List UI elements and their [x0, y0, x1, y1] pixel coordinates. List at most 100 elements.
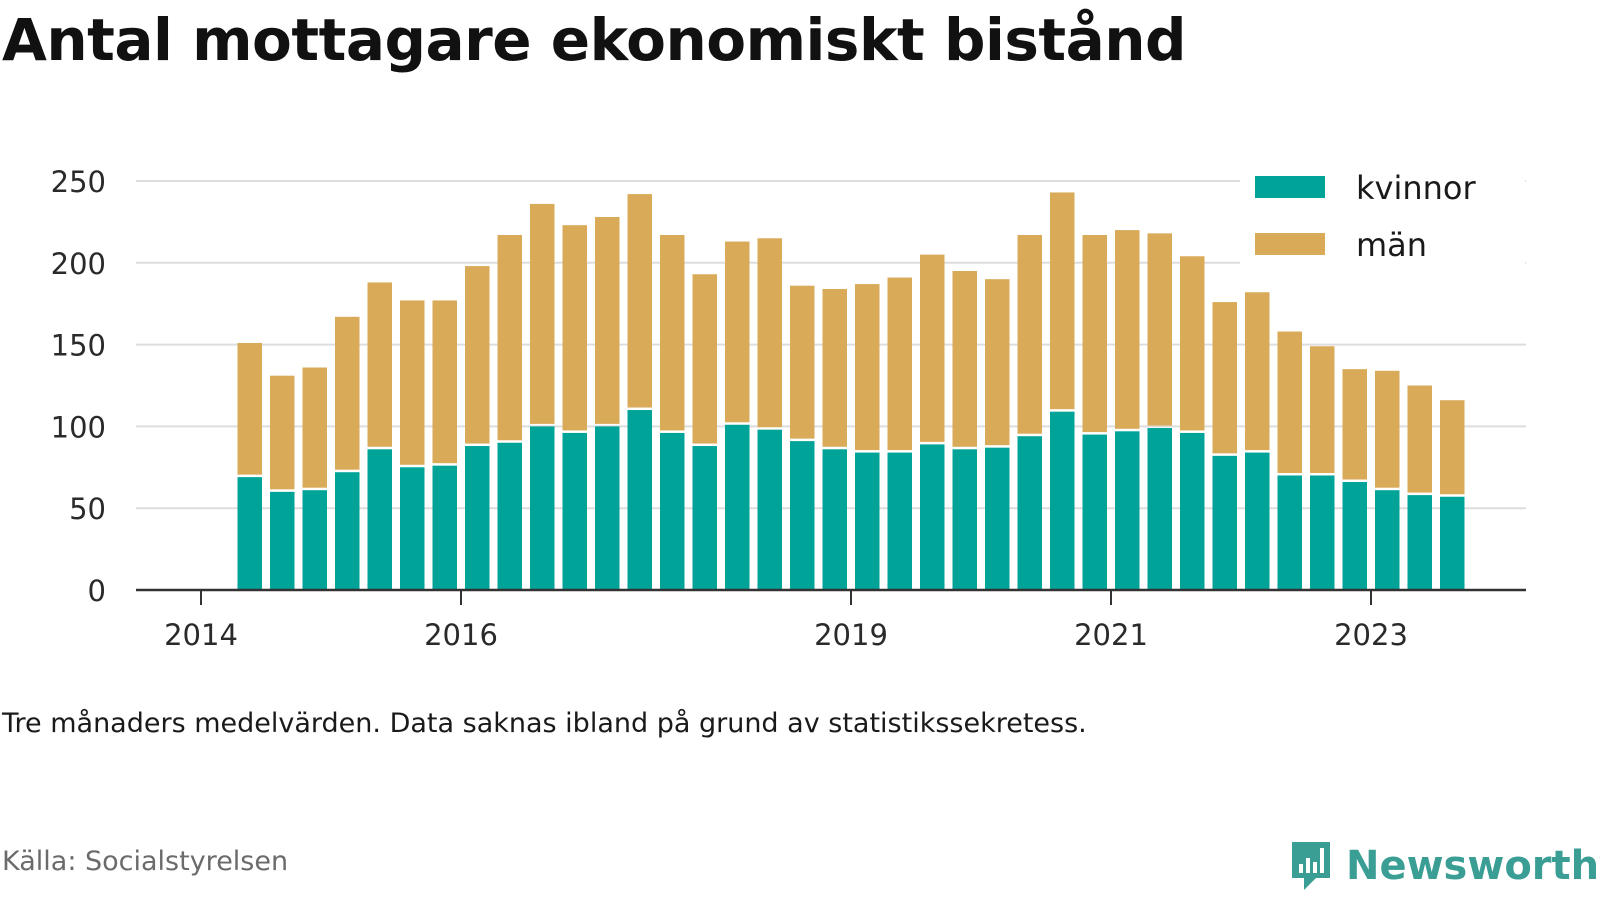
legend-swatch-kvinnor [1255, 176, 1325, 198]
bar-kvinnor [497, 442, 522, 590]
bar-man [270, 375, 295, 490]
bar-man [1440, 400, 1465, 495]
bar-man [497, 234, 522, 441]
bar-man [1050, 192, 1075, 410]
bar-kvinnor [757, 429, 782, 590]
bar-man [400, 300, 425, 465]
bar-kvinnor [920, 444, 945, 590]
bar-kvinnor [887, 452, 912, 590]
y-tick-label: 0 [88, 574, 106, 608]
brand-logo[interactable]: Newsworthy [1288, 836, 1600, 896]
x-tick-label: 2021 [1074, 618, 1148, 652]
bar-kvinnor [1440, 496, 1465, 590]
bar-man [1212, 302, 1237, 454]
bar-kvinnor [627, 410, 652, 590]
chart-title: Antal mottagare ekonomiskt bistånd [2, 6, 1187, 74]
legend-swatch-man [1255, 233, 1325, 255]
bar-kvinnor [562, 432, 587, 590]
bar-kvinnor [400, 467, 425, 590]
bar-kvinnor [530, 426, 555, 590]
bar-kvinnor [855, 452, 880, 590]
bar-man [1277, 331, 1302, 473]
bar-kvinnor [985, 447, 1010, 590]
y-tick-label: 50 [69, 492, 106, 526]
bar-man [1310, 346, 1335, 473]
bar-kvinnor [367, 449, 392, 590]
bar-man [790, 285, 815, 439]
legend-label-kvinnor: kvinnor [1356, 169, 1477, 207]
bar-kvinnor [1017, 436, 1042, 590]
bar-kvinnor [465, 446, 490, 590]
bar-kvinnor [660, 432, 685, 590]
bar-man [627, 194, 652, 408]
x-tick-label: 2016 [424, 618, 498, 652]
bar-man [302, 367, 327, 488]
bar-kvinnor [1115, 431, 1140, 590]
x-tick-label: 2023 [1334, 618, 1408, 652]
bar-man [660, 234, 685, 431]
legend-label-man: män [1356, 226, 1427, 264]
bar-man [530, 203, 555, 424]
x-tick-label: 2019 [814, 618, 888, 652]
source-label: Källa: Socialstyrelsen [2, 846, 289, 877]
bar-man [595, 216, 620, 424]
bar-man [335, 316, 360, 470]
bar-kvinnor [270, 491, 295, 590]
chart: 0 50 100 150 200 250 2014 2016 2019 2021 2023 kvi… [51, 165, 1526, 652]
bar-man [1082, 234, 1107, 433]
bar-kvinnor [1180, 432, 1205, 590]
bar-man [920, 254, 945, 442]
y-tick-label: 150 [51, 329, 106, 363]
bar-kvinnor [1277, 475, 1302, 590]
newsworthy-logo-icon [1292, 842, 1330, 890]
bar-man [562, 225, 587, 431]
bar-kvinnor [1407, 495, 1432, 590]
bar-man [1407, 385, 1432, 493]
bar-man [465, 266, 490, 444]
bar-kvinnor [692, 446, 717, 590]
x-axis-ticks: 2014 2016 2019 2021 2023 [164, 590, 1408, 652]
bar-kvinnor [1342, 482, 1367, 590]
bar-man [952, 270, 977, 447]
bar-kvinnor [952, 449, 977, 590]
bar-man [1147, 233, 1172, 426]
bar-man [1342, 369, 1367, 480]
bar-kvinnor [1310, 475, 1335, 590]
y-tick-label: 250 [51, 165, 106, 199]
brand-name: Newsworthy [1346, 843, 1600, 889]
bar-man [725, 241, 750, 423]
bar-kvinnor [1147, 428, 1172, 590]
bar-kvinnor [1375, 490, 1400, 590]
bar-man [887, 277, 912, 451]
bar-kvinnor [302, 490, 327, 590]
bar-kvinnor [790, 441, 815, 590]
y-tick-label: 200 [51, 247, 106, 281]
bar-kvinnor [432, 465, 457, 590]
bar-man [237, 342, 262, 475]
bar-man [432, 300, 457, 464]
bar-man [692, 274, 717, 444]
bar-kvinnor [335, 472, 360, 590]
bar-man [985, 279, 1010, 446]
bar-man [757, 238, 782, 428]
y-tick-label: 100 [51, 410, 106, 444]
bar-kvinnor [237, 477, 262, 590]
bars [237, 192, 1465, 590]
bar-kvinnor [595, 426, 620, 590]
bar-kvinnor [725, 424, 750, 590]
bar-man [1245, 292, 1270, 451]
bar-kvinnor [1245, 452, 1270, 590]
bar-man [1017, 234, 1042, 434]
bar-man [822, 288, 847, 447]
bar-man [1115, 230, 1140, 429]
bar-man [367, 282, 392, 447]
bar-kvinnor [1082, 434, 1107, 590]
x-tick-label: 2014 [164, 618, 238, 652]
bar-man [1375, 370, 1400, 488]
bar-man [1180, 256, 1205, 431]
bar-kvinnor [1050, 411, 1075, 590]
bar-man [855, 284, 880, 451]
y-axis-tick-labels: 0 50 100 150 200 250 [51, 165, 106, 608]
bar-kvinnor [822, 449, 847, 590]
legend: kvinnor män [1240, 168, 1525, 268]
